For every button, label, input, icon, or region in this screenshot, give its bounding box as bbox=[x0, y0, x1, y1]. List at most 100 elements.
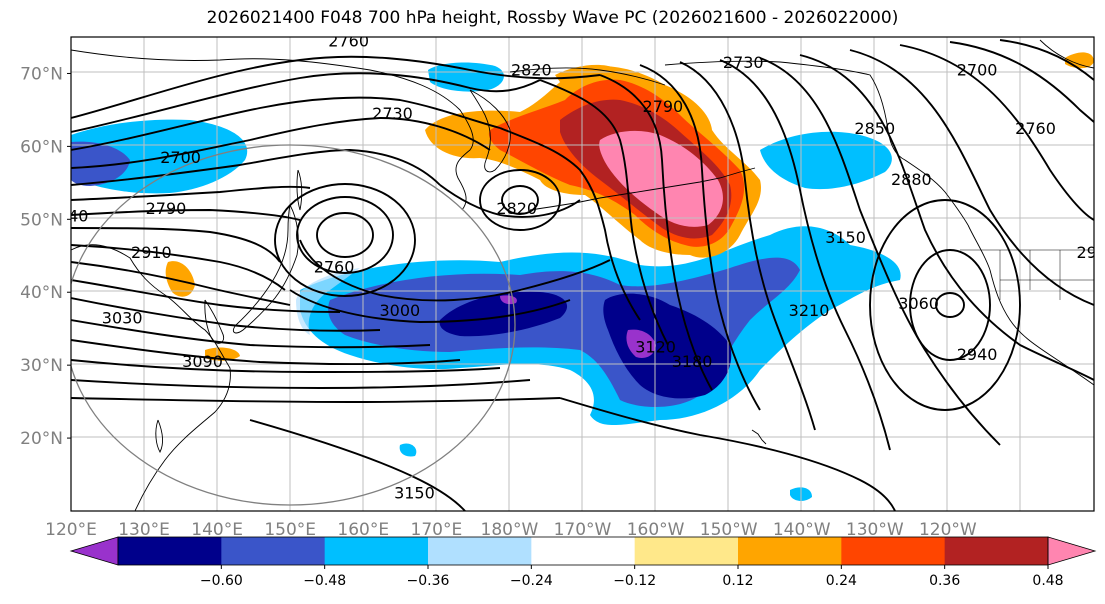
colorbar-segment bbox=[531, 537, 636, 565]
lon-tick-label: 140°E bbox=[191, 520, 243, 540]
lon-tick-label: 150°E bbox=[264, 520, 316, 540]
lat-tick-label: 60°N bbox=[20, 137, 63, 157]
contour-label: 3090 bbox=[182, 352, 223, 371]
colorbar-segment bbox=[118, 537, 222, 565]
colorbar-frame bbox=[117, 536, 1049, 566]
contour-label: 2850 bbox=[854, 119, 895, 138]
contour-label: 2760 bbox=[1015, 119, 1056, 138]
lat-tick-label: 40°N bbox=[20, 283, 63, 303]
lat-tick-label: 20°N bbox=[20, 429, 63, 449]
height-contours bbox=[71, 39, 1094, 511]
contour-label: 2880 bbox=[891, 170, 932, 189]
contour-label: 2700 bbox=[160, 148, 201, 167]
contour-label: 2730 bbox=[723, 53, 764, 72]
coast-sakhalin bbox=[296, 169, 303, 211]
longitude-axis: 120°E 130°E 140°E 150°E 160°E 170°E 180°W 170°W… bbox=[45, 520, 977, 540]
coast-philippines bbox=[155, 419, 164, 453]
contour-label: 2820 bbox=[511, 60, 552, 79]
colorbar-tick-label: 0.48 bbox=[1032, 573, 1063, 589]
shade-lightblue-rim bbox=[296, 268, 360, 335]
lat-tick-label: 70°N bbox=[20, 64, 63, 84]
contour-label: 2790 bbox=[643, 97, 684, 116]
contour-label: 2730 bbox=[372, 104, 413, 123]
shade-midblue-northwest bbox=[71, 141, 130, 186]
colorbar-tick-label: −0.60 bbox=[200, 573, 243, 589]
contour-label: 40 bbox=[68, 206, 88, 225]
colorbar: −0.60 −0.48 −0.36 −0.24 −0.12 0.12 0.24 0.36 0.4… bbox=[69, 536, 1097, 589]
coast-hawaii bbox=[751, 429, 767, 445]
lon-tick-label: 160°E bbox=[337, 520, 389, 540]
graticule bbox=[71, 37, 1094, 511]
lon-tick-label: 120°E bbox=[45, 520, 97, 540]
lon-tick-label: 170°W bbox=[554, 520, 612, 540]
contour-label: 2820 bbox=[496, 199, 537, 218]
coast-japan bbox=[232, 204, 299, 334]
coast-bc-us bbox=[967, 224, 1094, 386]
reference-circle bbox=[71, 144, 516, 506]
contour-label: 2760 bbox=[314, 257, 355, 276]
lat-tick-label: 50°N bbox=[20, 210, 63, 230]
colorbar-tick-label: 0.36 bbox=[929, 573, 960, 589]
colorbar-segment bbox=[221, 537, 326, 565]
contour-label: 3150 bbox=[825, 228, 866, 247]
lon-tick-label: 130°E bbox=[118, 520, 170, 540]
coast-east-asia bbox=[71, 244, 231, 511]
map-title: 2026021400 F048 700 hPa height, Rossby W… bbox=[206, 8, 899, 28]
lon-tick-label: 120°W bbox=[919, 520, 977, 540]
colorbar-tick-label: −0.12 bbox=[613, 573, 656, 589]
lon-tick-label: 180°W bbox=[481, 520, 539, 540]
coast-kamchatka bbox=[469, 89, 511, 173]
colorbar-tick-label: 0.24 bbox=[826, 573, 857, 589]
colorbar-segment bbox=[428, 537, 532, 565]
shade-dark-blue-west bbox=[439, 291, 568, 337]
colorbar-extend-low bbox=[69, 536, 119, 566]
contour-labels: 2760 2820 2730 2700 2790 2730 2700 2850 2760 2880… bbox=[68, 31, 1097, 502]
lon-tick-label: 150°W bbox=[700, 520, 758, 540]
colorbar-tick-label: −0.24 bbox=[510, 573, 553, 589]
coast-hudson bbox=[1039, 39, 1094, 69]
colorbar-segment bbox=[324, 537, 429, 565]
colorbar-tick-label: −0.36 bbox=[407, 573, 450, 589]
lon-tick-label: 130°W bbox=[846, 520, 904, 540]
contour-label: 2940 bbox=[957, 345, 998, 364]
contour-label: 3210 bbox=[789, 301, 830, 320]
contour-label: 3000 bbox=[379, 301, 420, 320]
coast-aleutians bbox=[529, 167, 756, 211]
contour-label: 2700 bbox=[957, 60, 998, 79]
shade-blue-gulf-alaska bbox=[760, 131, 892, 190]
coast-siberia bbox=[71, 49, 474, 211]
colorbar-segment bbox=[738, 537, 842, 565]
map-panel: 2760 2820 2730 2700 2790 2730 2700 2850 2760 2880… bbox=[68, 31, 1097, 512]
contour-label: 3060 bbox=[898, 294, 939, 313]
lon-tick-label: 170°E bbox=[411, 520, 463, 540]
colorbar-segment bbox=[634, 537, 739, 565]
latitude-axis: 70°N 60°N 50°N 40°N 30°N 20°N bbox=[20, 64, 71, 449]
lon-tick-label: 160°W bbox=[627, 520, 685, 540]
shade-orange-west-small bbox=[165, 261, 195, 297]
shade-pink-core bbox=[599, 130, 723, 227]
lat-tick-label: 30°N bbox=[20, 356, 63, 376]
colorbar-segment bbox=[841, 537, 946, 565]
shade-purple-center bbox=[626, 329, 656, 358]
contour-label: 3180 bbox=[672, 352, 713, 371]
colorbar-extend-high bbox=[1047, 536, 1097, 566]
contour-label: 29 bbox=[1077, 243, 1097, 262]
shade-blue-south bbox=[399, 443, 417, 457]
lon-tick-label: 140°W bbox=[773, 520, 831, 540]
contour-label: 2790 bbox=[146, 199, 187, 218]
us-states-a bbox=[999, 250, 1094, 300]
contour-label: 3030 bbox=[102, 308, 143, 327]
colorbar-tick-label: 0.12 bbox=[722, 573, 753, 589]
contour-label: 2760 bbox=[328, 31, 369, 50]
shade-dark-blue-center bbox=[603, 293, 732, 399]
contour-label: 3150 bbox=[394, 483, 435, 502]
map-frame bbox=[70, 36, 1095, 512]
contour-label: 2910 bbox=[131, 243, 172, 262]
contour-label: 3120 bbox=[635, 338, 676, 357]
colorbar-segment bbox=[944, 537, 1049, 565]
negative-anomaly-shading bbox=[71, 62, 901, 501]
coast-chukotka bbox=[509, 67, 666, 86]
shade-blue-okhotsk bbox=[428, 62, 504, 92]
colorbar-tick-label: −0.48 bbox=[303, 573, 346, 589]
